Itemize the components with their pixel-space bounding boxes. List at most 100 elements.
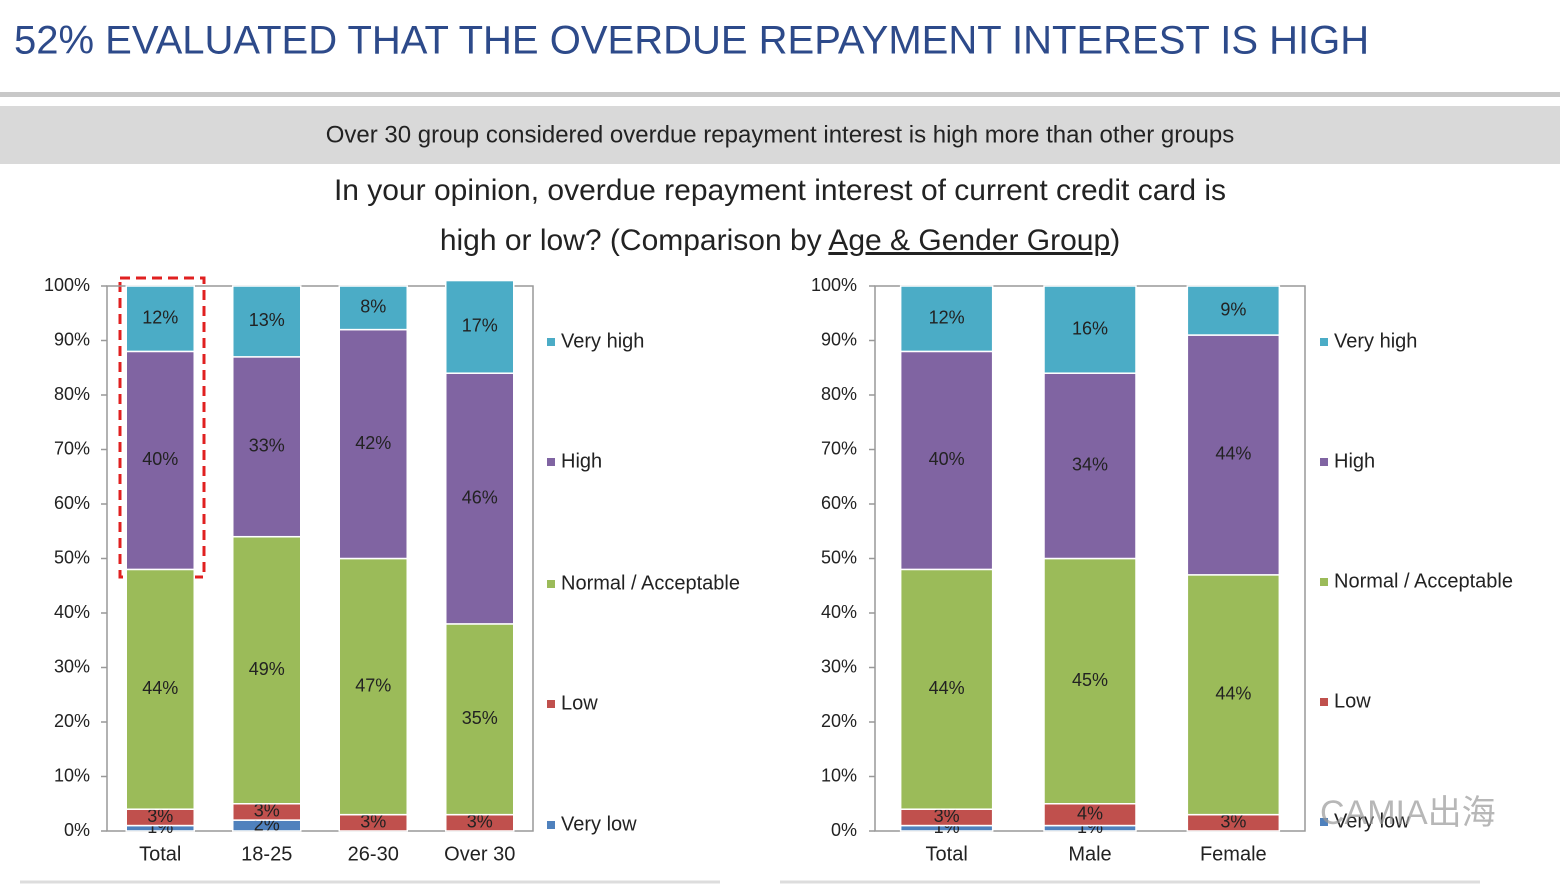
x-tick-label: Total bbox=[139, 843, 181, 865]
y-tick-label: 40% bbox=[54, 602, 90, 622]
question-emphasis: Age & Gender Group bbox=[828, 224, 1110, 257]
y-tick-label: 10% bbox=[54, 765, 90, 785]
y-tick-label: 10% bbox=[821, 765, 857, 785]
data-label: 33% bbox=[249, 436, 285, 456]
bar-segment bbox=[445, 623, 515, 816]
bar-segment bbox=[899, 350, 994, 571]
y-tick-label: 50% bbox=[821, 547, 857, 567]
x-tick-label: Female bbox=[1200, 843, 1267, 865]
banner bbox=[0, 106, 1560, 164]
x-tick-label: 26-30 bbox=[348, 843, 399, 865]
legend-label: Normal / Acceptable bbox=[561, 572, 740, 594]
y-tick-label: 100% bbox=[44, 275, 90, 295]
data-label: 3% bbox=[934, 806, 960, 826]
legend-swatch bbox=[547, 821, 555, 829]
bar-segment bbox=[338, 557, 408, 816]
x-tick-label: Over 30 bbox=[444, 843, 515, 865]
bar-segment bbox=[1186, 285, 1281, 336]
data-label: 44% bbox=[1215, 444, 1251, 464]
legend-label: Very high bbox=[561, 330, 644, 352]
legend-label: Low bbox=[561, 692, 598, 714]
x-tick-label: 18-25 bbox=[241, 843, 292, 865]
legend-label: Normal / Acceptable bbox=[1334, 570, 1513, 592]
data-label: 45% bbox=[1072, 670, 1108, 690]
y-tick-label: 70% bbox=[54, 438, 90, 458]
y-tick-label: 80% bbox=[821, 384, 857, 404]
data-label: 44% bbox=[142, 678, 178, 698]
bar-segment bbox=[338, 285, 408, 331]
data-label: 3% bbox=[254, 801, 280, 821]
y-tick-label: 90% bbox=[821, 329, 857, 349]
question-text: high or low? (Comparison by bbox=[440, 224, 829, 257]
data-label: 16% bbox=[1072, 318, 1108, 338]
bar-segment bbox=[899, 568, 994, 810]
legend-label: Very low bbox=[561, 813, 637, 835]
slide-title: 52% EVALUATED THAT THE OVERDUE REPAYMENT… bbox=[14, 19, 1369, 63]
y-tick-label: 20% bbox=[821, 711, 857, 731]
data-label: 17% bbox=[462, 316, 498, 336]
data-label: 4% bbox=[1077, 803, 1103, 823]
data-label: 40% bbox=[929, 449, 965, 469]
y-tick-label: 80% bbox=[54, 384, 90, 404]
y-tick-label: 70% bbox=[821, 438, 857, 458]
data-label: 35% bbox=[462, 708, 498, 728]
y-tick-label: 40% bbox=[821, 602, 857, 622]
legend-label: Very low bbox=[1334, 810, 1410, 832]
data-label: 12% bbox=[929, 307, 965, 327]
bar-segment bbox=[899, 285, 994, 353]
bar-segment bbox=[1043, 372, 1137, 560]
y-tick-label: 60% bbox=[821, 493, 857, 513]
y-tick-label: 0% bbox=[831, 820, 857, 840]
data-label: 3% bbox=[1220, 812, 1246, 832]
data-label: 47% bbox=[355, 675, 391, 695]
legend-swatch bbox=[1320, 578, 1328, 586]
data-label: 9% bbox=[1220, 299, 1246, 319]
bar-segment bbox=[125, 285, 195, 353]
y-tick-label: 100% bbox=[811, 275, 857, 295]
data-label: 8% bbox=[360, 297, 386, 317]
divider bbox=[0, 92, 1560, 97]
legend-label: High bbox=[1334, 450, 1375, 472]
bar-segment bbox=[1043, 557, 1137, 805]
legend-swatch bbox=[1320, 698, 1328, 706]
legend-swatch bbox=[1320, 818, 1328, 826]
watermark: CAMIA出海 bbox=[1320, 794, 1496, 832]
legend-label: High bbox=[561, 450, 602, 472]
data-label: 3% bbox=[360, 812, 386, 832]
bar-segment bbox=[338, 328, 408, 560]
bar-segment bbox=[445, 279, 515, 374]
y-tick-label: 30% bbox=[821, 656, 857, 676]
legend-label: Low bbox=[1334, 690, 1371, 712]
bar-segment bbox=[1186, 574, 1281, 816]
bar-segment bbox=[232, 535, 302, 805]
banner-text: Over 30 group considered overdue repayme… bbox=[326, 121, 1235, 148]
data-label: 3% bbox=[467, 812, 493, 832]
x-tick-label: Male bbox=[1068, 843, 1111, 865]
legend-swatch bbox=[547, 458, 555, 466]
bar-segment bbox=[445, 372, 515, 625]
question-line: In your opinion, overdue repayment inter… bbox=[334, 174, 1226, 207]
y-tick-label: 20% bbox=[54, 711, 90, 731]
legend-swatch bbox=[1320, 458, 1328, 466]
legend-swatch bbox=[547, 338, 555, 346]
legend-swatch bbox=[547, 700, 555, 708]
data-label: 13% bbox=[249, 310, 285, 330]
data-label: 42% bbox=[355, 433, 391, 453]
y-tick-label: 0% bbox=[64, 820, 90, 840]
data-label: 12% bbox=[142, 307, 178, 327]
legend-swatch bbox=[1320, 338, 1328, 346]
data-label: 40% bbox=[142, 449, 178, 469]
question-text: ) bbox=[1110, 224, 1120, 257]
bar-segment bbox=[232, 285, 302, 358]
bar-segment bbox=[125, 350, 195, 571]
data-label: 34% bbox=[1072, 455, 1108, 475]
x-tick-label: Total bbox=[926, 843, 968, 865]
question-line: high or low? (Comparison by Age & Gender… bbox=[440, 224, 1120, 257]
data-label: 46% bbox=[462, 487, 498, 507]
bar-segment bbox=[232, 356, 302, 538]
data-label: 44% bbox=[1215, 684, 1251, 704]
legend-swatch bbox=[547, 580, 555, 588]
data-label: 44% bbox=[929, 678, 965, 698]
y-tick-label: 60% bbox=[54, 493, 90, 513]
